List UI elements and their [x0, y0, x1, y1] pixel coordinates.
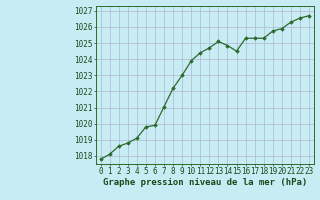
X-axis label: Graphe pression niveau de la mer (hPa): Graphe pression niveau de la mer (hPa): [103, 178, 307, 187]
